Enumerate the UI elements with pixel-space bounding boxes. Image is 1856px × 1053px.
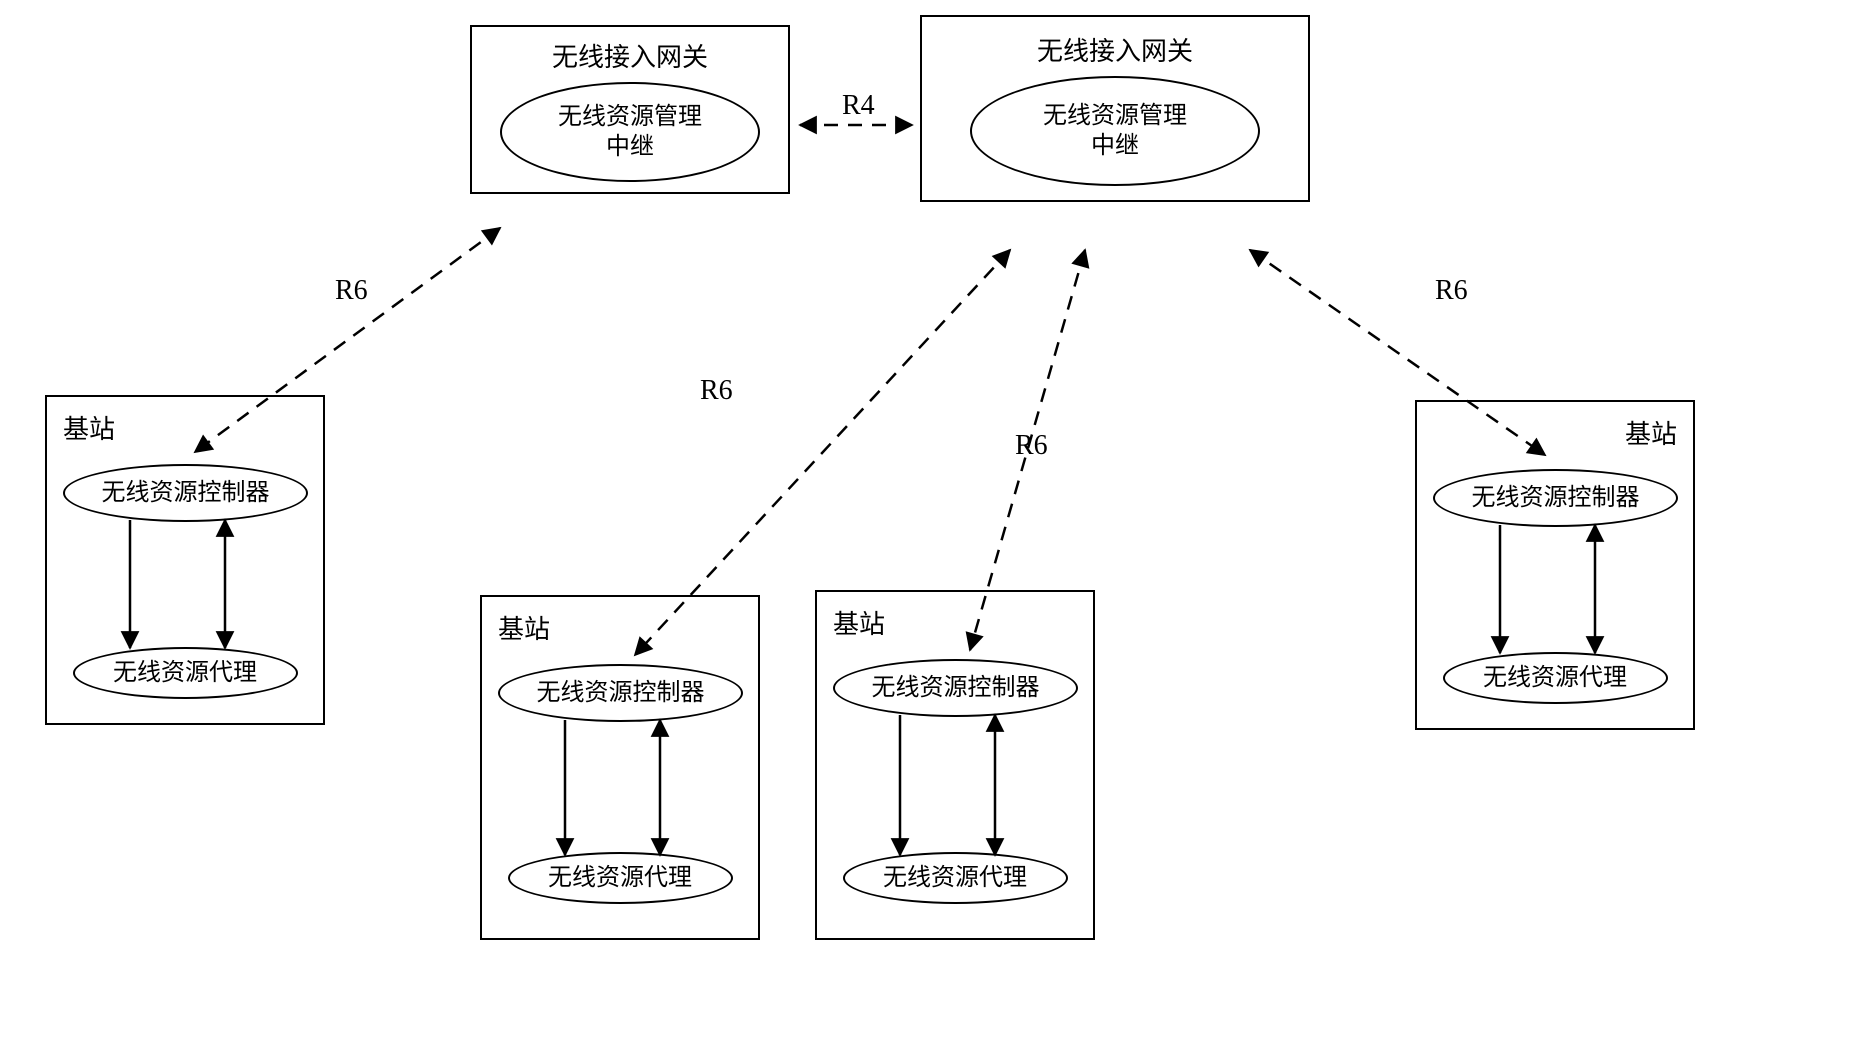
gateway-2-title: 无线接入网关 bbox=[940, 31, 1290, 68]
bs4-title: 基站 bbox=[1433, 414, 1677, 451]
bs2-agent: 无线资源代理 bbox=[508, 852, 733, 904]
base-station-4: 基站 无线资源控制器 无线资源代理 bbox=[1415, 400, 1695, 730]
base-station-3: 基站 无线资源控制器 无线资源代理 bbox=[815, 590, 1095, 940]
bs3-controller: 无线资源控制器 bbox=[833, 659, 1078, 717]
bs1-controller: 无线资源控制器 bbox=[63, 464, 308, 522]
edge-label-r4: R4 bbox=[842, 90, 875, 122]
bs3-agent: 无线资源代理 bbox=[843, 852, 1068, 904]
gateway-1-relay: 无线资源管理 中继 bbox=[500, 82, 760, 182]
bs1-title: 基站 bbox=[63, 409, 307, 446]
bs1-agent: 无线资源代理 bbox=[73, 647, 298, 699]
bs3-title: 基站 bbox=[833, 604, 1077, 641]
bs4-agent: 无线资源代理 bbox=[1443, 652, 1668, 704]
gateway-1: 无线接入网关 无线资源管理 中继 bbox=[470, 25, 790, 194]
edge-label-r6-4: R6 bbox=[1435, 275, 1468, 307]
bs2-controller: 无线资源控制器 bbox=[498, 664, 743, 722]
base-station-2: 基站 无线资源控制器 无线资源代理 bbox=[480, 595, 760, 940]
gateway-2: 无线接入网关 无线资源管理 中继 bbox=[920, 15, 1310, 202]
gateway-2-relay: 无线资源管理 中继 bbox=[970, 76, 1260, 186]
bs2-title: 基站 bbox=[498, 609, 742, 646]
edge-label-r6-3: R6 bbox=[1015, 430, 1048, 462]
edge-label-r6-2: R6 bbox=[700, 375, 733, 407]
gateway-1-title: 无线接入网关 bbox=[486, 37, 774, 74]
edge-label-r6-1: R6 bbox=[335, 275, 368, 307]
bs4-controller: 无线资源控制器 bbox=[1433, 469, 1678, 527]
base-station-1: 基站 无线资源控制器 无线资源代理 bbox=[45, 395, 325, 725]
